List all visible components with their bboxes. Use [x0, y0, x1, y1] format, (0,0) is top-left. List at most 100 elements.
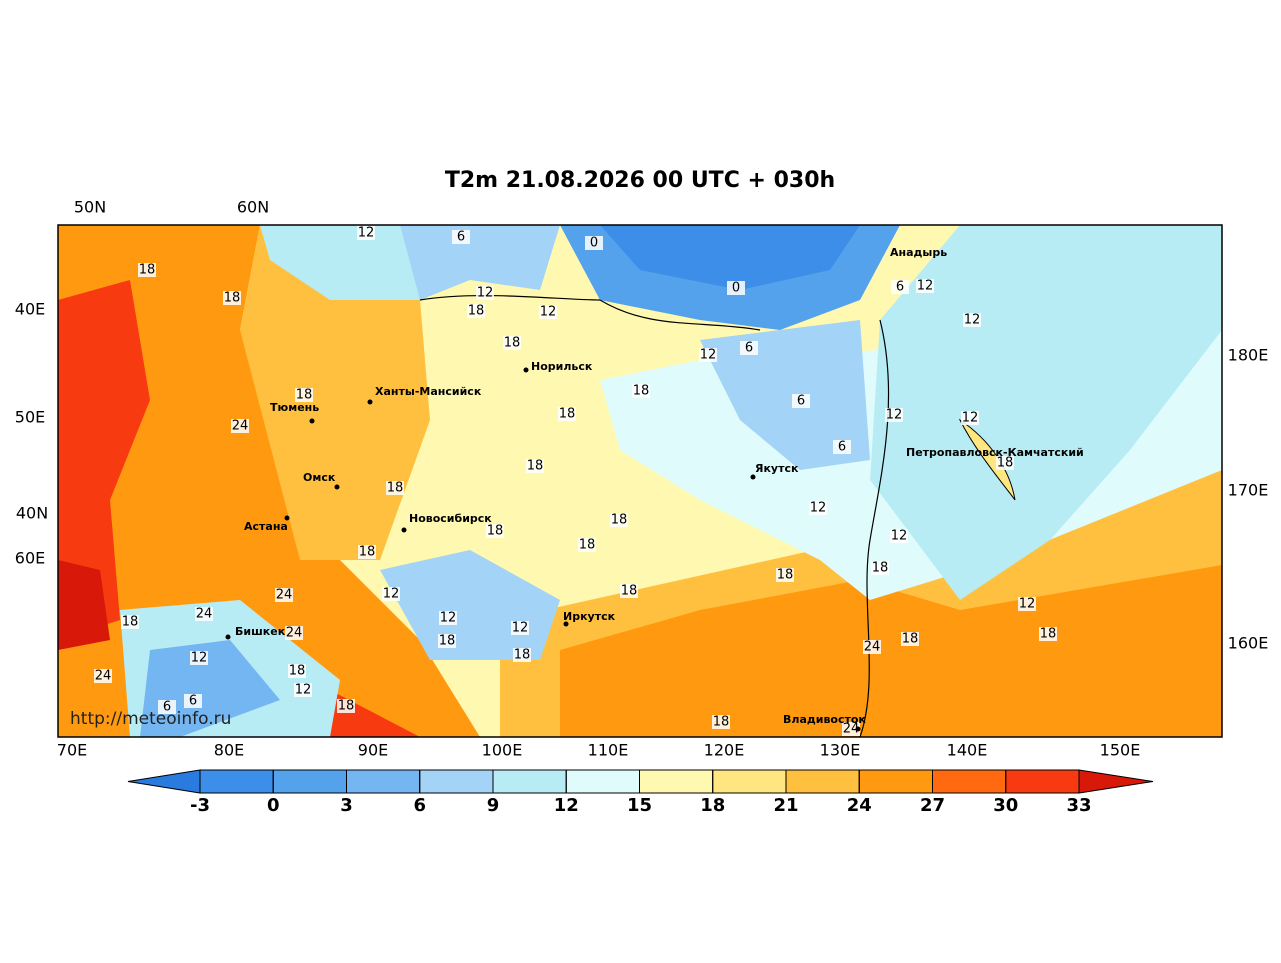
contour-label: 24 [286, 626, 303, 641]
colorbar-label: 3 [340, 795, 353, 816]
contour-label-bg [809, 501, 827, 515]
city-dot [750, 474, 756, 480]
ocean [870, 225, 1222, 600]
contour-label-bg [833, 440, 851, 454]
contour-label-bg [901, 632, 919, 646]
colorbar-box [639, 769, 714, 794]
colorbar-box [712, 769, 787, 794]
region [260, 225, 420, 300]
axis-label: 140E [947, 741, 988, 760]
contour-label-bg [961, 411, 979, 425]
contour-label-bg [275, 588, 293, 602]
axis-label: 110E [588, 741, 629, 760]
contour-label-bg [386, 481, 404, 495]
city-dot [401, 527, 407, 533]
contour-label: 18 [559, 407, 576, 422]
contour-label-bg [916, 279, 934, 293]
map [58, 225, 1222, 737]
contour-label-bg [891, 280, 909, 294]
contour-label-bg [467, 304, 485, 318]
contour-label: 12 [383, 587, 400, 602]
contour-label: 12 [886, 408, 903, 423]
contour-label-bg [620, 584, 638, 598]
colorbar: -3 0 3 6 9 12 15 18 21 24 27 30 33 [127, 769, 1154, 816]
contour-label-bg [288, 664, 306, 678]
axis-label: 90E [358, 741, 388, 760]
contour-label: 12 [810, 501, 827, 516]
contour-label-bg [712, 715, 730, 729]
colorbar-box [858, 769, 933, 794]
contour-label: 12 [962, 411, 979, 426]
contour-label-bg [503, 336, 521, 350]
region [240, 225, 430, 560]
contour-label: 6 [163, 700, 171, 715]
city-name: Омск [303, 471, 336, 484]
contour-label: 24 [232, 419, 249, 434]
contour-label: 24 [864, 640, 881, 655]
region [58, 560, 110, 650]
contour-label-bg [1018, 597, 1036, 611]
contour-label: 18 [527, 459, 544, 474]
axis-label: 40N [16, 504, 48, 523]
contour-label-bg [863, 640, 881, 654]
city-name: Иркутск [563, 610, 616, 623]
contour-label: 24 [843, 722, 860, 737]
region [700, 320, 870, 470]
contour-label-bg [285, 626, 303, 640]
contour-label: 18 [289, 664, 306, 679]
contour-label: 12 [700, 348, 717, 363]
colorbar-box [785, 769, 860, 794]
contour-label-bg [996, 456, 1014, 470]
contour-label: 18 [633, 384, 650, 399]
contour-label-bg [94, 669, 112, 683]
colorbar-label: 27 [920, 795, 945, 816]
contour-label: 18 [872, 561, 889, 576]
contour-label: 18 [359, 545, 376, 560]
city-dot [284, 515, 290, 521]
city-dot [563, 621, 569, 627]
contour-label-bg [513, 648, 531, 662]
contour-label-bg [1039, 627, 1057, 641]
contour-label: 18 [621, 584, 638, 599]
city-dot [367, 399, 373, 405]
contour-label: 0 [732, 281, 740, 296]
contour-label: 18 [439, 634, 456, 649]
axis-label: 80E [214, 741, 244, 760]
contour-label-bg [295, 388, 313, 402]
contour-label-bg [699, 348, 717, 362]
colorbar-box [932, 769, 1007, 794]
contour-label: 18 [468, 304, 485, 319]
contour-label: 12 [891, 529, 908, 544]
region [600, 225, 860, 290]
contour-label-bg [184, 694, 202, 708]
map-frame [57, 224, 1223, 738]
colorbar-box [492, 769, 567, 794]
axis-label: 120E [704, 741, 745, 760]
axis-label: 150E [1100, 741, 1141, 760]
city-dot [334, 484, 340, 490]
contour-label: 18 [139, 263, 156, 278]
city-name: Бишкек [235, 625, 286, 638]
contour-label: 18 [504, 336, 521, 351]
contour-label-bg [890, 529, 908, 543]
colorbar-label: 0 [267, 795, 280, 816]
contour-label-bg [337, 699, 355, 713]
contour-label-bg [776, 568, 794, 582]
region [400, 225, 560, 300]
contour-label: 12 [1019, 597, 1036, 612]
contour-label: 12 [917, 279, 934, 294]
contour-label-bg [452, 230, 470, 244]
colorbar-label: 15 [627, 795, 652, 816]
contour-label-bg [294, 683, 312, 697]
contour-label: 6 [457, 230, 465, 245]
contour-label-bg [357, 226, 375, 240]
axis-label: 40E [15, 300, 45, 319]
contour-label-bg [740, 341, 758, 355]
watermark: http://meteoinfo.ru [70, 709, 231, 729]
colorbar-label: 21 [773, 795, 798, 816]
contour-label-bg [358, 545, 376, 559]
contour-label-bg [382, 587, 400, 601]
contour-label: 24 [95, 669, 112, 684]
contour-label: 24 [196, 607, 213, 622]
